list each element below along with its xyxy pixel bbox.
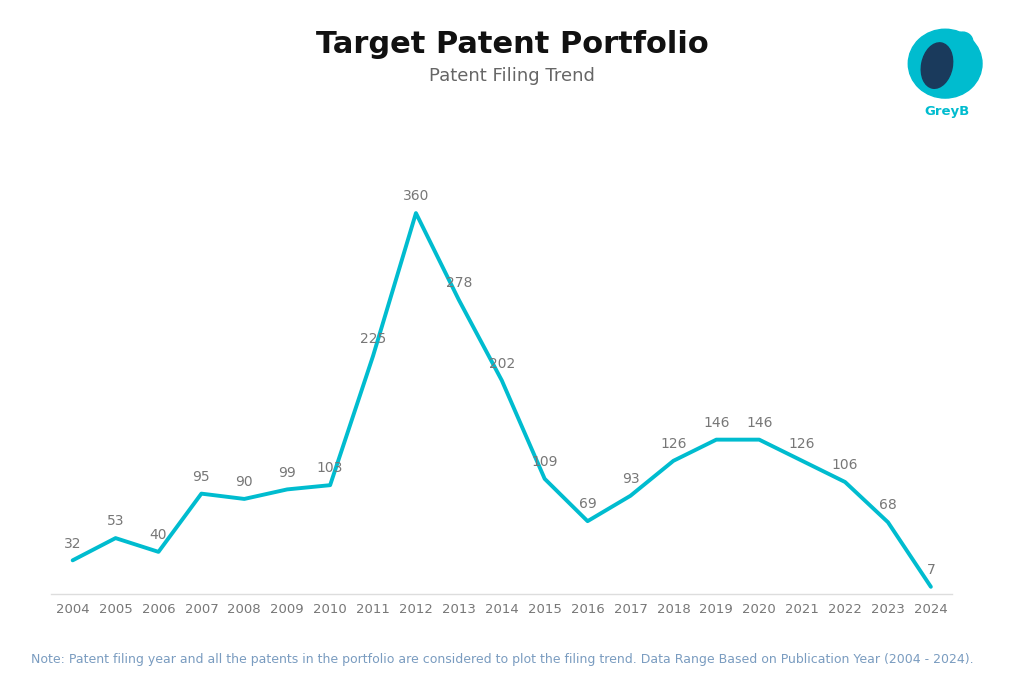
- Circle shape: [952, 32, 973, 51]
- Text: Note: Patent filing year and all the patents in the portfolio are considered to : Note: Patent filing year and all the pat…: [31, 653, 974, 666]
- Text: 126: 126: [788, 437, 815, 451]
- Text: 68: 68: [879, 499, 897, 512]
- Text: 32: 32: [63, 537, 81, 550]
- Text: 99: 99: [279, 466, 296, 479]
- Text: 53: 53: [106, 514, 124, 529]
- Text: 7: 7: [927, 563, 935, 577]
- Text: 109: 109: [531, 455, 558, 469]
- Text: 126: 126: [660, 437, 687, 451]
- Text: 278: 278: [445, 276, 472, 290]
- Text: 146: 146: [745, 416, 772, 430]
- Ellipse shape: [922, 43, 952, 88]
- Text: 93: 93: [622, 472, 639, 486]
- Text: 103: 103: [317, 462, 343, 475]
- Text: Target Patent Portfolio: Target Patent Portfolio: [315, 30, 709, 59]
- Text: Patent Filing Trend: Patent Filing Trend: [429, 68, 595, 85]
- Text: 40: 40: [150, 528, 167, 542]
- Circle shape: [908, 29, 982, 98]
- Text: 90: 90: [236, 475, 253, 489]
- Text: 95: 95: [193, 470, 210, 484]
- Text: 360: 360: [402, 189, 429, 204]
- Text: 146: 146: [703, 416, 729, 430]
- Text: 202: 202: [488, 357, 515, 371]
- Text: 106: 106: [831, 458, 858, 472]
- Text: GreyB: GreyB: [925, 105, 970, 118]
- Text: 225: 225: [359, 333, 386, 346]
- Text: 69: 69: [579, 497, 596, 512]
